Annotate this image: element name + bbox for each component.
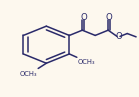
Text: OCH₃: OCH₃ bbox=[78, 59, 95, 65]
Text: O: O bbox=[106, 13, 113, 22]
Text: OCH₃: OCH₃ bbox=[20, 71, 38, 77]
Text: O: O bbox=[115, 32, 122, 41]
Text: O: O bbox=[80, 13, 87, 22]
